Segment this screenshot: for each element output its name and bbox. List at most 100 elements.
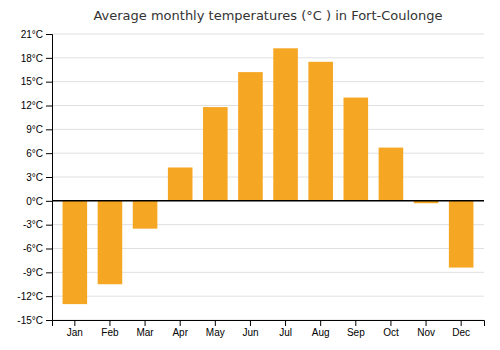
y-tick-mark bbox=[46, 177, 52, 178]
y-tick-label: 9°C bbox=[26, 124, 43, 135]
y-tick-mark bbox=[46, 34, 52, 35]
bar bbox=[133, 201, 158, 229]
y-tick: 9°C bbox=[26, 124, 52, 135]
grid-line bbox=[52, 105, 484, 106]
zero-line bbox=[52, 200, 484, 202]
y-tick-mark bbox=[46, 82, 52, 83]
x-tick-label: Nov bbox=[417, 327, 435, 338]
x-tick-mark bbox=[461, 320, 462, 326]
plot-area: -15°C -12°C -9°C -6°C -3°C 0°C 3°C 6°C 9°C 12°C 15… bbox=[17, 29, 484, 338]
chart: -15°C -12°C -9°C -6°C -3°C 0°C 3°C 6°C 9°C 12°C 15… bbox=[0, 0, 500, 350]
grid-line bbox=[52, 177, 484, 178]
y-tick: 3°C bbox=[26, 172, 52, 183]
y-tick-label: -3°C bbox=[23, 219, 43, 230]
x-tick: Mar bbox=[136, 320, 154, 338]
x-tick: Nov bbox=[417, 320, 435, 338]
x-tick: Jul bbox=[279, 320, 292, 338]
x-axis: JanFebMarAprMayJunJulAugSepOctNovDec bbox=[53, 320, 485, 338]
y-tick-label: 15°C bbox=[21, 76, 43, 87]
x-tick-mark bbox=[74, 320, 75, 326]
bar bbox=[273, 48, 298, 201]
x-axis-line bbox=[53, 321, 485, 327]
y-tick: 18°C bbox=[21, 53, 52, 64]
x-tick: Sep bbox=[347, 320, 365, 338]
x-tick-mark bbox=[285, 320, 286, 326]
x-tick-label: Apr bbox=[172, 327, 188, 338]
grid bbox=[52, 34, 484, 320]
y-tick-label: 21°C bbox=[21, 29, 43, 40]
y-tick-label: 3°C bbox=[26, 172, 43, 183]
y-tick-mark bbox=[46, 153, 52, 154]
y-tick-label: -12°C bbox=[17, 291, 43, 302]
x-tick: Oct bbox=[383, 320, 399, 338]
bar bbox=[344, 98, 369, 201]
y-tick-label: -6°C bbox=[23, 243, 43, 254]
x-tick-mark bbox=[180, 320, 181, 326]
x-tick: Apr bbox=[172, 320, 188, 338]
bar bbox=[168, 167, 193, 200]
x-tick-mark bbox=[215, 320, 216, 326]
y-tick: -3°C bbox=[23, 219, 52, 230]
y-tick-mark bbox=[46, 129, 52, 130]
grid-line bbox=[52, 34, 484, 35]
x-tick-mark bbox=[355, 320, 356, 326]
y-tick-mark bbox=[46, 272, 52, 273]
y-tick-mark bbox=[46, 106, 52, 107]
y-tick-label: 12°C bbox=[21, 100, 43, 111]
x-tick-mark bbox=[320, 320, 321, 326]
y-tick-label: -15°C bbox=[17, 315, 43, 326]
x-tick-mark bbox=[145, 320, 146, 326]
y-axis: -15°C -12°C -9°C -6°C -3°C 0°C 3°C 6°C 9°C 12°C 15… bbox=[17, 29, 52, 326]
y-tick: 15°C bbox=[21, 76, 52, 87]
title: Average monthly temperatures (°C ) in Fo… bbox=[93, 8, 442, 23]
y-tick-label: 0°C bbox=[26, 196, 43, 207]
y-tick: -6°C bbox=[23, 243, 52, 254]
x-tick: Dec bbox=[452, 320, 470, 338]
bar bbox=[63, 201, 88, 304]
y-tick: -9°C bbox=[23, 267, 52, 278]
x-tick-label: May bbox=[206, 327, 225, 338]
x-tick-label: Feb bbox=[101, 327, 119, 338]
bars bbox=[52, 48, 484, 304]
x-tick-label: Oct bbox=[383, 327, 399, 338]
y-tick-mark bbox=[46, 320, 52, 321]
y-tick-label: 18°C bbox=[21, 53, 43, 64]
grid-line bbox=[52, 129, 484, 130]
x-tick-label: Aug bbox=[312, 327, 330, 338]
bar bbox=[238, 72, 263, 201]
grid-line bbox=[52, 81, 484, 82]
y-tick: 6°C bbox=[26, 148, 52, 159]
x-tick-mark bbox=[250, 320, 251, 326]
bar bbox=[379, 148, 404, 201]
y-tick-label: -9°C bbox=[23, 267, 43, 278]
grid-line bbox=[52, 296, 484, 297]
x-tick: Feb bbox=[101, 320, 119, 338]
y-tick: -12°C bbox=[17, 291, 52, 302]
y-axis-line bbox=[46, 35, 53, 321]
y-tick-label: 6°C bbox=[26, 148, 43, 159]
x-tick-mark bbox=[390, 320, 391, 326]
y-tick: 0°C bbox=[26, 196, 52, 207]
grid-line bbox=[52, 153, 484, 154]
y-tick-mark bbox=[46, 58, 52, 59]
y-tick-mark bbox=[46, 225, 52, 226]
x-tick-label: Mar bbox=[136, 327, 154, 338]
y-tick-mark bbox=[46, 201, 52, 202]
x-tick-label: Sep bbox=[347, 327, 365, 338]
x-tick: Jun bbox=[242, 320, 258, 338]
y-tick: 21°C bbox=[21, 29, 52, 40]
grid-line bbox=[52, 57, 484, 58]
grid-line bbox=[52, 200, 484, 201]
bar bbox=[308, 62, 333, 201]
bar bbox=[203, 107, 228, 201]
x-tick-label: Jun bbox=[242, 327, 258, 338]
y-tick: 12°C bbox=[21, 100, 52, 111]
bar bbox=[449, 201, 474, 268]
y-tick-mark bbox=[46, 249, 52, 250]
x-tick-label: Dec bbox=[452, 327, 470, 338]
x-tick-mark bbox=[426, 320, 427, 326]
x-tick-label: Jul bbox=[279, 327, 292, 338]
y-tick: -15°C bbox=[17, 315, 52, 326]
x-tick-mark bbox=[109, 320, 110, 326]
y-tick-mark bbox=[46, 296, 52, 297]
